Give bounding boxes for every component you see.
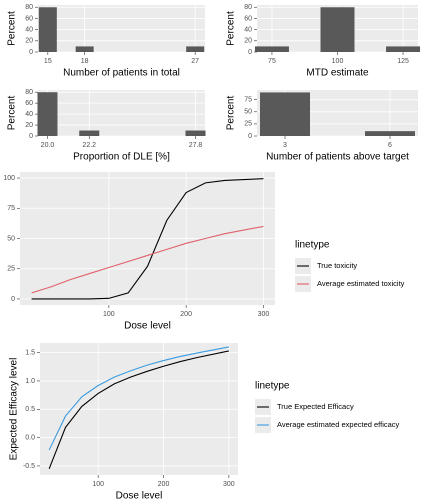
line-series [31, 178, 264, 300]
y-tick-label: 1.0 [25, 378, 35, 385]
y-tick-label: 50 [244, 109, 252, 116]
y-tick-label: 20 [25, 38, 33, 45]
x-tick-label: 300 [223, 481, 235, 488]
plot-panel [38, 5, 205, 52]
bar [260, 92, 310, 136]
bar [38, 7, 57, 53]
y-tick-label: 80 [25, 4, 33, 11]
line-series [48, 346, 229, 451]
bar [320, 7, 355, 53]
x-tick-label: 125 [397, 58, 409, 65]
y-tick-label: 0 [248, 133, 252, 140]
y-tick-label: 60 [244, 15, 252, 22]
y-tick-label: 0.0 [25, 434, 35, 441]
bar [79, 130, 100, 136]
y-tick-label: 0 [11, 296, 15, 303]
x-tick-label: 100 [332, 58, 344, 65]
x-tick-label: 6 [388, 142, 392, 149]
y-tick-label: 0 [29, 49, 33, 56]
line-series [48, 350, 229, 469]
y-tick-label: 0 [29, 133, 33, 140]
x-tick-label: 27.8 [189, 142, 203, 149]
x-tick-label: 3 [283, 142, 287, 149]
x-axis-title: Dose level [116, 491, 163, 502]
bar [75, 46, 94, 52]
x-axis-title: Number of patients in total [63, 68, 180, 79]
line-series [31, 225, 264, 294]
y-axis-title: Percent [7, 96, 18, 131]
x-tick-label: 15 [44, 58, 52, 65]
y-axis-title: Percent [226, 96, 237, 131]
x-tick-label: 18 [81, 58, 89, 65]
y-tick-label: 60 [25, 15, 33, 22]
legend-label: True toxicity [317, 261, 357, 270]
x-tick-label: 27 [191, 58, 199, 65]
y-tick-label: 40 [244, 26, 252, 33]
y-tick-label: 75 [244, 97, 252, 104]
y-tick-label: 0.5 [25, 406, 35, 413]
x-tick-label: 100 [92, 481, 104, 488]
x-tick-label: 100 [103, 311, 115, 318]
bar [365, 131, 415, 136]
x-tick-label: 75 [268, 58, 276, 65]
bar [185, 130, 206, 136]
y-tick-label: 25 [244, 121, 252, 128]
legend-label: True Expected Efficacy [277, 402, 354, 411]
x-tick-label: 200 [180, 311, 192, 318]
y-tick-label: -0.5 [23, 463, 35, 470]
y-axis-title: Expected Efficacy level [9, 358, 20, 461]
x-axis-title: MTD estimate [306, 68, 369, 79]
x-axis-title: Proportion of DLE [%] [73, 152, 170, 163]
y-tick-label: 100 [3, 175, 15, 182]
y-tick-label: 40 [25, 111, 33, 118]
legend-label: Average estimated expected efficacy [277, 420, 400, 429]
bar [254, 46, 289, 52]
y-tick-label: 80 [25, 89, 33, 96]
y-axis-title: Percent [7, 11, 18, 46]
y-tick-label: 50 [7, 235, 15, 242]
x-tick-label: 300 [258, 311, 270, 318]
legend-title: linetype [255, 381, 290, 392]
y-axis-title: Percent [226, 11, 237, 46]
y-tick-label: 20 [25, 122, 33, 129]
y-tick-label: 40 [25, 26, 33, 33]
y-tick-label: 1.5 [25, 349, 35, 356]
y-tick-label: 25 [7, 266, 15, 273]
y-tick-label: 80 [244, 4, 252, 11]
y-tick-label: 60 [25, 100, 33, 107]
x-tick-label: 200 [158, 481, 170, 488]
bar [37, 92, 58, 136]
x-tick-label: 22.2 [82, 142, 96, 149]
bar [186, 46, 205, 52]
y-tick-label: 20 [244, 38, 252, 45]
x-tick-label: 20.0 [41, 142, 55, 149]
legend-title: linetype [295, 240, 330, 251]
legend-label: Average estimated toxicity [317, 279, 405, 288]
bar [386, 46, 421, 52]
x-axis-title: Number of patients above target [266, 152, 409, 163]
y-tick-label: 75 [7, 205, 15, 212]
x-axis-title: Dose level [124, 321, 171, 332]
plot-panel [38, 90, 205, 136]
y-tick-label: 0 [248, 49, 252, 56]
